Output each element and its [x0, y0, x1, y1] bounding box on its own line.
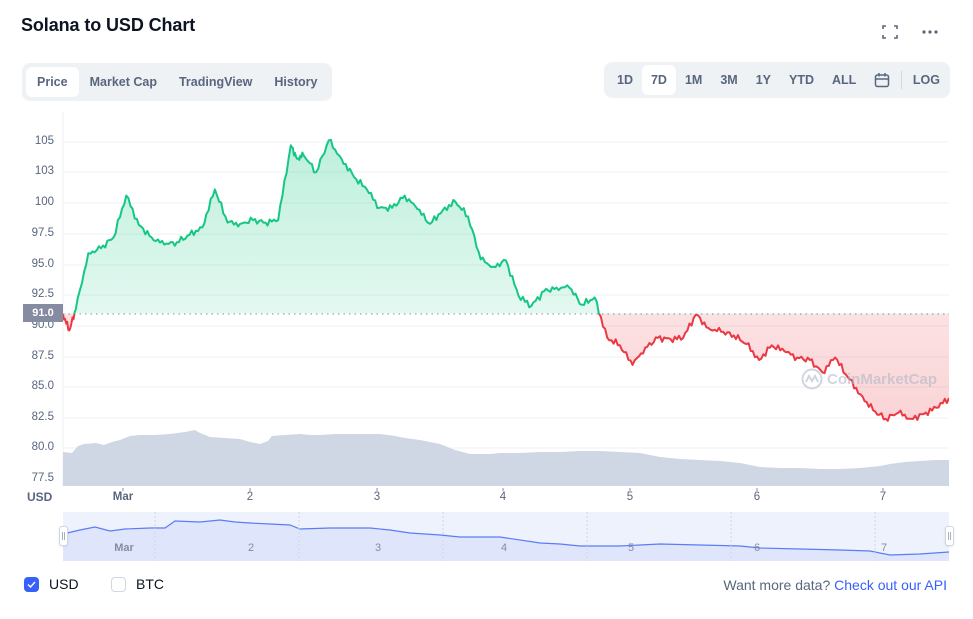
- tab-market-cap[interactable]: Market Cap: [89, 75, 157, 89]
- log-scale-toggle[interactable]: LOG: [912, 73, 940, 87]
- volume-area: [63, 430, 949, 486]
- time-range-selector: 1D 7D 1M 3M 1Y YTD ALL LOG: [604, 62, 950, 98]
- y-axis-unit: USD: [27, 490, 53, 504]
- x-tick: 5: [626, 491, 634, 503]
- y-tick: 80.0: [31, 441, 54, 453]
- navigator-tick: 3: [374, 542, 382, 554]
- gridlines: [63, 141, 949, 480]
- fullscreen-button[interactable]: [878, 20, 902, 44]
- navigator-left-handle[interactable]: [59, 526, 68, 546]
- api-note: Want more data? Check out our API: [723, 577, 947, 593]
- range-ytd[interactable]: YTD: [789, 73, 815, 87]
- range-1d[interactable]: 1D: [617, 73, 633, 87]
- navigator-tick: Mar: [114, 542, 134, 554]
- navigator-tick: 5: [627, 542, 635, 554]
- y-tick: 82.5: [31, 411, 54, 423]
- price-chart-canvas: [62, 112, 950, 561]
- tab-price[interactable]: Price: [26, 67, 79, 97]
- grip-icon: [948, 532, 951, 540]
- chart-type-tabs: Price Market Cap TradingView History: [22, 63, 333, 101]
- navigator-tick: 2: [247, 542, 255, 554]
- range-1y[interactable]: 1Y: [755, 73, 772, 87]
- x-tick: 4: [499, 491, 507, 503]
- x-tick: 7: [879, 491, 887, 503]
- x-tick: 2: [246, 491, 254, 503]
- y-tick: 85.0: [31, 380, 54, 392]
- watermark-text: CoinMarketCap: [827, 370, 938, 388]
- navigator-area: [63, 520, 949, 561]
- fullscreen-icon: [882, 25, 898, 39]
- y-tick: 90.0: [31, 319, 54, 331]
- x-tick: 3: [373, 491, 381, 503]
- grip-icon: [62, 532, 65, 540]
- navigator-line: [62, 519, 950, 556]
- x-tick: 6: [753, 491, 761, 503]
- calendar-icon: [874, 73, 890, 88]
- more-horizontal-icon: [922, 30, 938, 34]
- legend-btc[interactable]: BTC: [111, 576, 164, 592]
- y-tick: 105: [34, 135, 54, 147]
- x-tick: Mar: [112, 491, 134, 503]
- y-tick: 87.5: [31, 350, 54, 362]
- y-tick: 77.5: [31, 472, 54, 484]
- page-title: Solana to USD Chart: [21, 15, 196, 35]
- api-link[interactable]: Check out our API: [834, 577, 947, 593]
- divider: [900, 71, 902, 89]
- api-prompt: Want more data?: [723, 577, 831, 593]
- range-all[interactable]: ALL: [832, 73, 857, 87]
- y-tick: 100: [34, 196, 54, 208]
- range-1m[interactable]: 1M: [684, 73, 703, 87]
- navigator-tick: 7: [880, 542, 888, 554]
- navigator-right-handle[interactable]: [945, 526, 954, 546]
- coinmarketcap-logo-icon: [801, 368, 823, 390]
- more-options-button[interactable]: [918, 20, 942, 44]
- legend-usd[interactable]: USD: [24, 576, 79, 592]
- range-7d[interactable]: 7D: [641, 65, 676, 95]
- price-chart[interactable]: 105 103 100 97.5 95.0 92.5 90.0 87.5 85.…: [0, 100, 973, 570]
- btc-label: BTC: [136, 576, 164, 592]
- watermark: CoinMarketCap: [801, 368, 937, 390]
- y-tick: 97.5: [31, 227, 54, 239]
- usd-label: USD: [49, 576, 79, 592]
- navigator-tick: 6: [753, 542, 761, 554]
- tab-history[interactable]: History: [274, 75, 318, 89]
- current-price-marker: 91.0: [23, 304, 63, 322]
- date-range-button[interactable]: [867, 65, 897, 95]
- usd-checkbox[interactable]: [24, 576, 39, 592]
- range-3m[interactable]: 3M: [720, 73, 738, 87]
- y-tick: 95.0: [31, 258, 54, 270]
- y-tick: 92.5: [31, 288, 54, 300]
- y-tick: 103: [34, 165, 54, 177]
- tab-tradingview[interactable]: TradingView: [178, 75, 253, 89]
- navigator-tick: 4: [500, 542, 508, 554]
- check-icon: [27, 581, 36, 588]
- btc-checkbox[interactable]: [111, 576, 126, 592]
